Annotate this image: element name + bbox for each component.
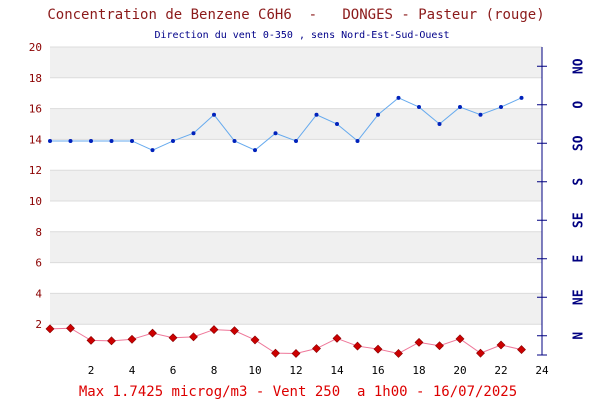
background-band <box>50 108 542 140</box>
benzene-point <box>148 328 157 338</box>
x-tick-label: 6 <box>170 364 177 377</box>
wind-direction-label: SE <box>572 212 587 228</box>
x-tick-label: 22 <box>494 364 507 377</box>
benzene-point <box>271 348 280 358</box>
wind-point <box>294 138 298 143</box>
benzene-point <box>373 344 383 354</box>
y-tick-label: 20 <box>29 41 42 54</box>
x-tick-label: 2 <box>88 364 95 377</box>
wind-point <box>335 122 339 126</box>
benzene-point <box>414 337 424 347</box>
benzene-point <box>189 332 198 342</box>
y-tick-label: 6 <box>35 257 42 270</box>
y-tick-label: 12 <box>29 164 42 177</box>
x-tick-label: 24 <box>535 364 549 377</box>
wind-point <box>314 112 319 117</box>
benzene-point <box>517 345 526 355</box>
wind-point <box>417 105 421 110</box>
benzene-point <box>455 334 465 344</box>
wind-point <box>48 138 52 143</box>
benzene-point <box>209 325 219 335</box>
benzene-point <box>168 333 178 343</box>
x-tick-label: 10 <box>248 364 261 377</box>
wind-point <box>191 131 196 136</box>
series-line-wind <box>50 97 522 151</box>
benzene-point <box>353 341 362 351</box>
wind-point <box>355 138 360 143</box>
background-band <box>50 231 542 263</box>
benzene-point <box>107 336 116 346</box>
y-tick-label: 14 <box>29 133 43 146</box>
wind-point <box>212 112 216 117</box>
x-tick-label: 12 <box>289 364 302 377</box>
x-tick-label: 18 <box>412 364 425 377</box>
benzene-point <box>66 323 75 333</box>
wind-point <box>478 112 483 117</box>
plot-bands <box>50 47 542 325</box>
y-tick-label: 10 <box>29 195 42 208</box>
benzene-point <box>127 334 137 344</box>
benzene-point <box>332 333 342 343</box>
benzene-point <box>476 348 485 358</box>
wind-point <box>89 138 93 143</box>
chart-subtitle: Direction du vent 0-350 , sens Nord-Est-… <box>154 30 449 41</box>
wind-point <box>273 131 278 136</box>
benzene-point <box>86 335 96 345</box>
benzene-point <box>496 340 506 350</box>
y-tick-label: 2 <box>35 318 42 331</box>
wind-point <box>458 105 462 110</box>
wind-point <box>437 122 442 126</box>
x-tick-label: 4 <box>129 364 136 377</box>
y-tick-label: 4 <box>35 287 42 300</box>
plot-series <box>45 95 526 358</box>
benzene-point <box>230 326 239 336</box>
y-tick-label: 8 <box>35 226 42 239</box>
benzene-point <box>250 335 260 345</box>
wind-point <box>499 105 503 110</box>
y-tick-label: 18 <box>29 72 42 85</box>
wind-point <box>130 138 134 143</box>
series-line-benzene <box>49 327 522 354</box>
wind-point <box>519 95 524 100</box>
wind-point <box>171 138 175 143</box>
wind-direction-label: N <box>572 332 587 340</box>
background-band <box>50 293 542 325</box>
wind-point <box>253 148 257 153</box>
wind-direction-label: E <box>572 255 587 263</box>
benzene-point <box>394 349 403 358</box>
benzene-point <box>312 344 321 353</box>
wind-direction-label: O <box>572 101 587 109</box>
wind-point <box>396 95 401 100</box>
x-tick-label: 8 <box>211 364 218 377</box>
wind-direction-label: NE <box>572 289 587 305</box>
wind-direction-label: S <box>572 178 587 186</box>
chart-footer: Max 1.7425 microg/m3 - Vent 250 a 1h00 -… <box>79 384 517 400</box>
wind-direction-label: NO <box>572 58 587 74</box>
wind-point <box>150 148 155 153</box>
wind-point <box>68 138 73 143</box>
y-tick-label: 16 <box>29 103 42 116</box>
background-band <box>50 47 542 78</box>
benzene-point <box>291 349 301 358</box>
wind-point <box>232 138 237 143</box>
x-tick-label: 14 <box>330 364 344 377</box>
wind-point <box>376 112 380 117</box>
background-band <box>50 170 542 201</box>
benzene-point <box>45 324 55 334</box>
chart-title: Concentration de Benzene C6H6 - DONGES -… <box>47 7 544 23</box>
wind-direction-label: SO <box>572 135 587 151</box>
x-tick-label: 16 <box>371 364 384 377</box>
wind-point <box>109 138 114 143</box>
benzene-point <box>435 341 444 351</box>
x-tick-label: 20 <box>453 364 466 377</box>
